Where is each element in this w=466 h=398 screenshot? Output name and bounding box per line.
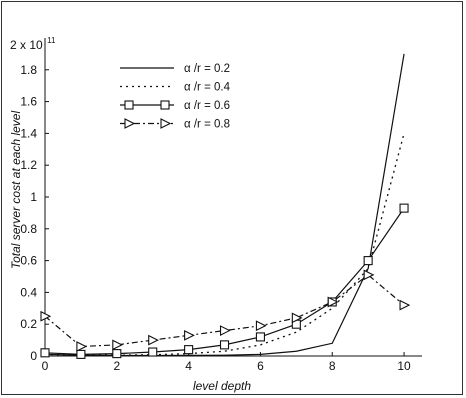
legend-marker-4 — [160, 118, 172, 129]
y-tick-label: 0.4 — [20, 285, 37, 299]
series-4-point — [40, 310, 52, 322]
series-2 — [44, 133, 405, 356]
series-4-point — [219, 325, 231, 336]
legend-marker-3 — [160, 100, 170, 110]
legend-entry-4: α /r = 0.8 — [120, 118, 230, 131]
y-tick-label: 1 — [30, 190, 37, 204]
series-3-point — [219, 340, 230, 350]
series-3-point — [363, 256, 373, 266]
x-tick-label: 10 — [397, 359, 411, 373]
series-4-point — [255, 320, 267, 332]
series-3-point — [184, 345, 194, 355]
y-axis-multiplier-base: 2 x 10 — [10, 38, 43, 52]
y-tick-label: 0.8 — [20, 222, 37, 236]
series-4-point — [184, 329, 195, 341]
series-4-point — [327, 296, 339, 308]
series-3-point — [255, 332, 265, 342]
legend-entry-1: α /r = 0.2 — [120, 63, 230, 75]
series-4-line — [44, 274, 405, 348]
tick-marks: 0 2 4 6 8 10 0 0.2 0.4 0.6 0.8 1 1.2 1.4 1.6 1.8 — [20, 63, 411, 373]
legend: α /r = 0.2 α /r = 0.4 α /r = 0.6 α /r = 0.8 — [120, 63, 231, 131]
series-3-point — [76, 349, 86, 359]
series-3 — [40, 203, 409, 359]
y-axis-label: Total server cost at each level — [9, 111, 23, 270]
x-tick-label: 4 — [185, 359, 192, 373]
series-1 — [44, 53, 405, 357]
series-3-point — [112, 349, 122, 359]
series-4-point — [112, 339, 124, 351]
series-2-line — [44, 133, 405, 356]
series-4-point — [76, 341, 88, 352]
series-4 — [40, 269, 411, 352]
legend-label-3: α /r = 0.6 — [184, 100, 230, 112]
legend-entry-3: α /r = 0.6 — [120, 100, 230, 112]
legend-marker-3 — [124, 100, 134, 110]
y-tick-label: 0.2 — [20, 317, 37, 331]
series-3-point — [40, 348, 50, 358]
y-tick-label: 1.4 — [20, 126, 37, 140]
y-tick-label: 1.6 — [20, 95, 37, 109]
series-4-point — [291, 312, 303, 324]
series-3-point — [399, 203, 409, 213]
y-axis-multiplier-exponent: 11 — [47, 36, 56, 45]
x-axis-label: level depth — [193, 379, 251, 393]
legend-label-1: α /r = 0.2 — [184, 63, 230, 75]
series-4-point — [363, 269, 375, 281]
x-tick-label: 2 — [113, 359, 120, 373]
legend-label-2: α /r = 0.4 — [184, 82, 231, 94]
x-tick-label: 0 — [42, 359, 49, 373]
y-tick-label: 1.8 — [20, 63, 37, 77]
legend-label-4: α /r = 0.8 — [184, 119, 230, 131]
y-tick-label: 0.6 — [20, 254, 37, 268]
y-axis-multiplier: 2 x 10 11 — [10, 36, 56, 53]
legend-entry-2: α /r = 0.4 — [120, 82, 231, 94]
series-3-point — [148, 347, 158, 357]
series-4-point — [148, 334, 159, 346]
series-4-point — [399, 299, 411, 311]
y-tick-label: 0 — [30, 349, 37, 363]
plot-axes — [44, 38, 422, 357]
y-tick-label: 1.2 — [20, 158, 37, 172]
x-tick-label: 8 — [329, 359, 336, 373]
series-layer — [40, 53, 411, 359]
x-tick-label: 6 — [257, 359, 264, 373]
series-1-line — [44, 53, 405, 357]
legend-marker-4 — [124, 118, 136, 129]
